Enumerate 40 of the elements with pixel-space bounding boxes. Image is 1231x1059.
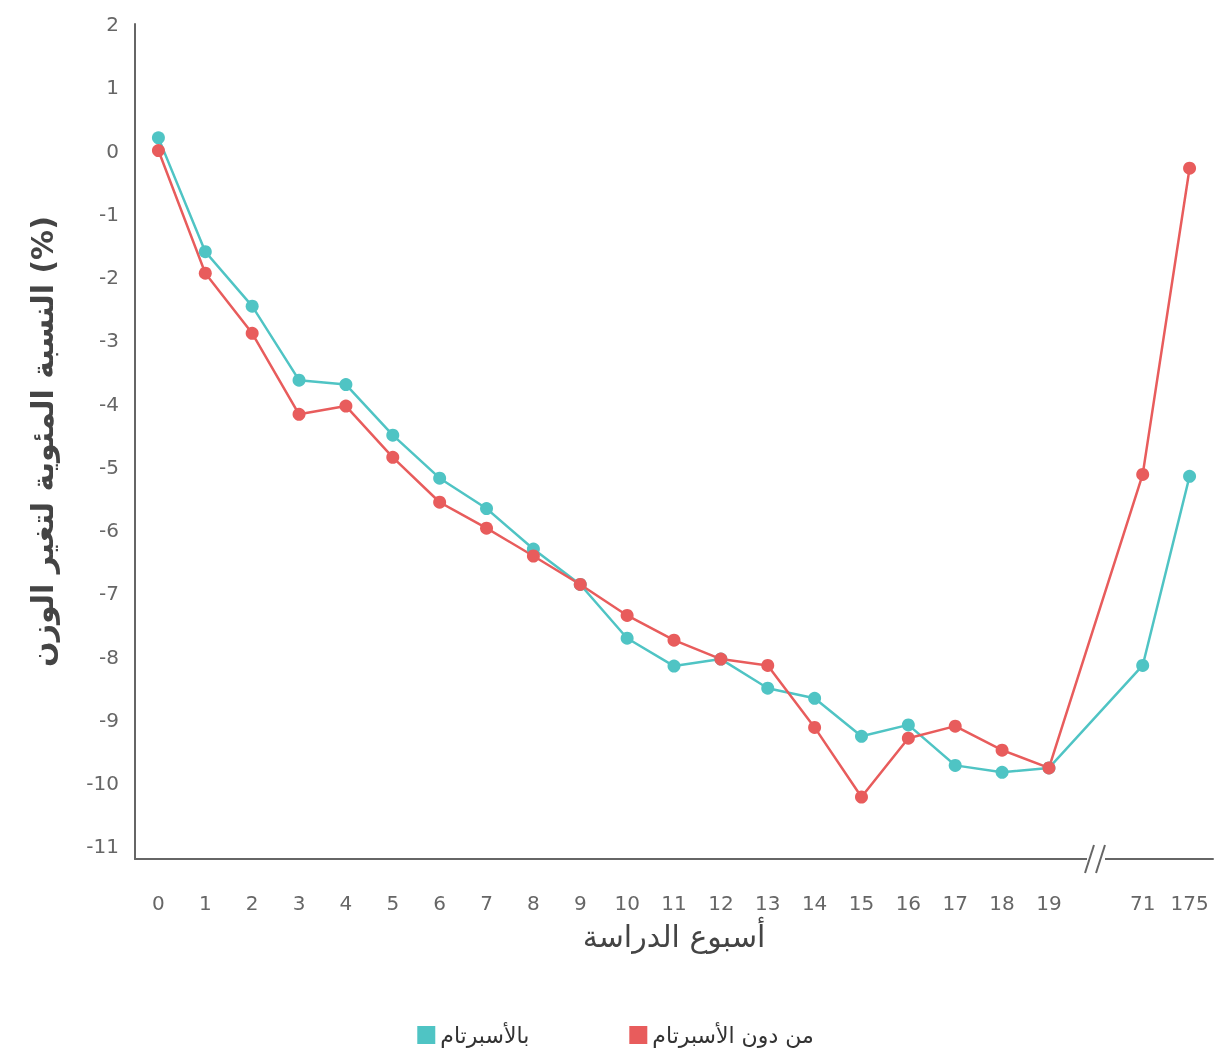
x-tick-label: 7	[480, 891, 493, 915]
legend-label: بالأسبرتام	[440, 1021, 530, 1048]
x-tick-label: 14	[801, 891, 828, 915]
x-tick-label: 1	[198, 891, 212, 915]
y-tick-label: -5	[99, 454, 119, 479]
x-tick-label: 3	[292, 891, 306, 915]
y-tick-label: -8	[99, 644, 119, 669]
y-axis-title: النسبة المئوية لتغير الوزن (%)	[24, 216, 60, 667]
x-tick-label: 19	[1036, 891, 1062, 915]
y-tick-label: -3	[99, 328, 119, 353]
x-tick-label: 15	[848, 891, 875, 915]
x-axis-title: أسبوع الدراسة	[582, 915, 766, 954]
legend-label: من دون الأسبرتام	[652, 1021, 814, 1048]
x-tick-label: 10	[614, 891, 640, 915]
x-tick-label: 11	[661, 891, 687, 915]
y-tick-label: -6	[99, 518, 119, 543]
x-tick-label: 5	[386, 891, 400, 915]
y-tick-label: -4	[99, 391, 119, 416]
x-tick-label: 8	[527, 891, 540, 915]
y-tick-label: -10	[86, 771, 119, 796]
x-tick-label: 16	[895, 891, 922, 915]
x-tick-label: 6	[433, 891, 447, 915]
x-tick-label: 4	[339, 891, 353, 915]
x-tick-label: 18	[989, 891, 1015, 915]
x-tick-label: 2	[245, 891, 259, 915]
y-tick-label: -1	[99, 201, 119, 226]
x-tick-label: 9	[573, 891, 587, 915]
x-tick-label: 17	[942, 891, 968, 915]
x-tick-label: 0	[152, 891, 165, 915]
y-tick-label: 0	[106, 138, 119, 163]
y-tick-label: -11	[86, 834, 119, 859]
x-tick-label: 175	[1170, 891, 1209, 915]
x-tick-label: 12	[708, 891, 734, 915]
y-tick-label: -7	[99, 581, 119, 606]
y-tick-label: -2	[99, 265, 119, 290]
x-tick-label: 13	[755, 891, 781, 915]
y-tick-label: -9	[99, 707, 119, 732]
y-tick-label: 1	[106, 75, 119, 100]
x-tick-label: 71	[1129, 891, 1156, 915]
y-tick-label: 2	[106, 12, 119, 36]
